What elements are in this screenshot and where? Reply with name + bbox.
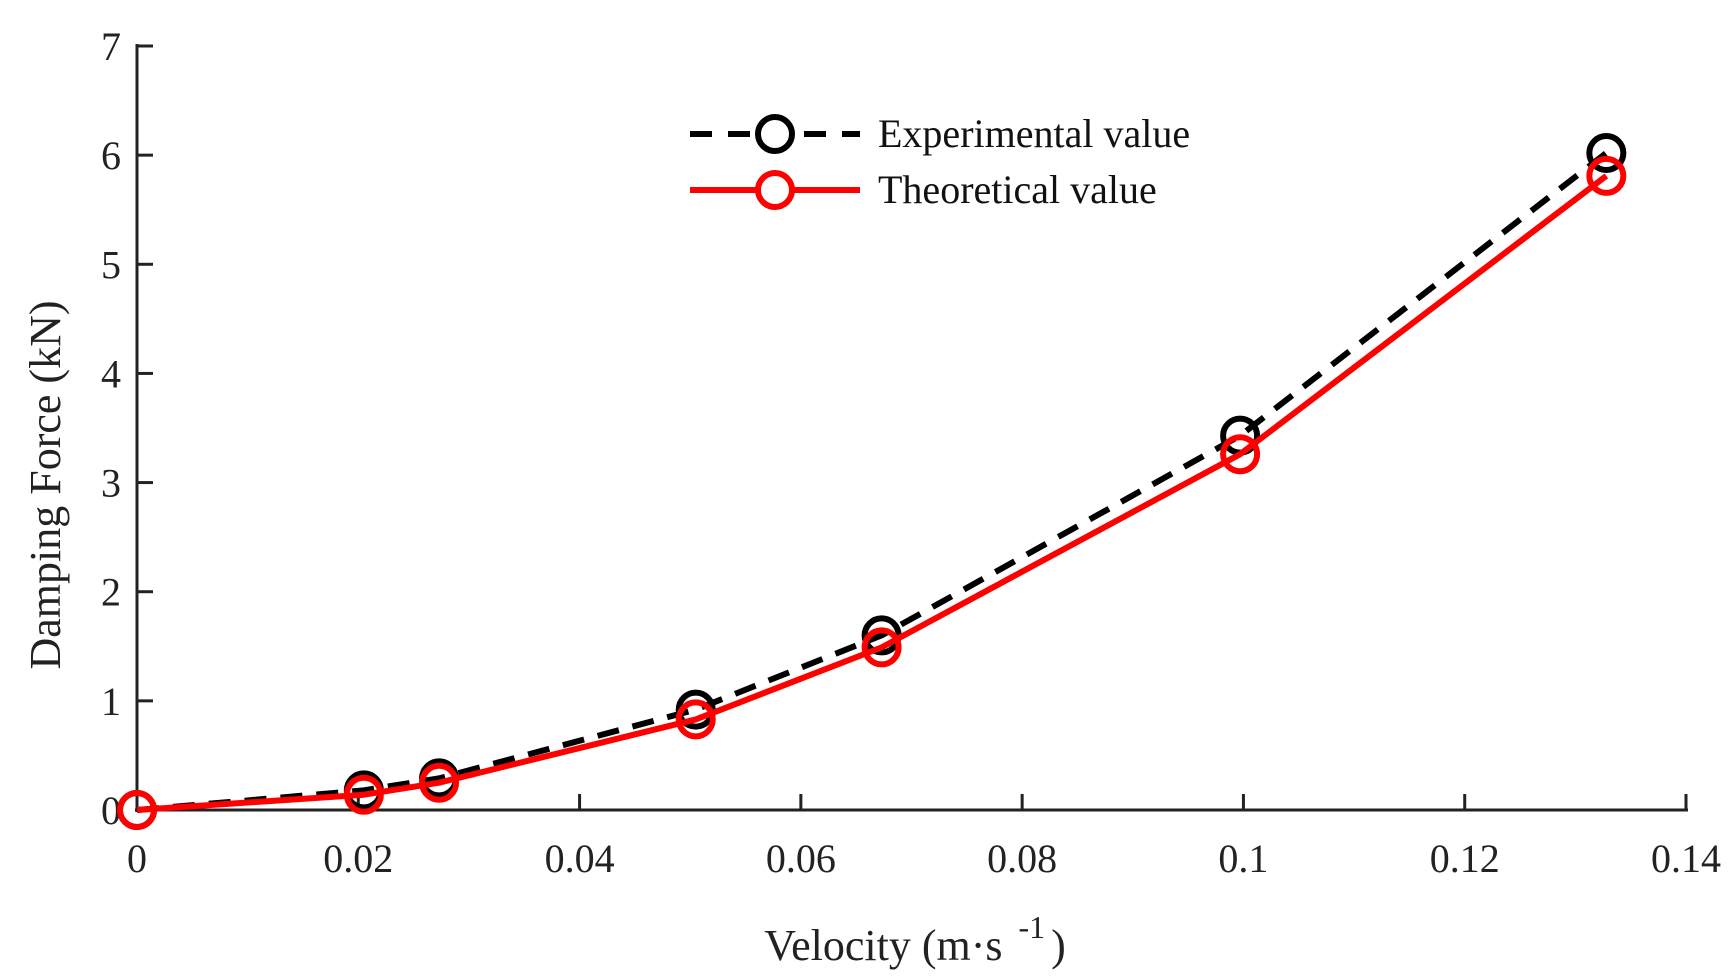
series-1 [117,132,1627,830]
legend-label: Theoretical value [878,167,1157,212]
x-tick-label: 0.08 [987,836,1057,881]
data-point [675,699,716,740]
x-tick-label: 0.12 [1430,836,1500,881]
data-point [1586,132,1627,173]
data-point [861,627,902,668]
legend-label: Experimental value [878,111,1190,156]
x-tick-label: 0.02 [323,836,393,881]
y-tick-label: 3 [101,461,121,506]
data-point [1220,434,1261,475]
x-tick-label: 0.14 [1651,836,1721,881]
series-line [136,173,1609,813]
x-tick-label: 0.1 [1218,836,1268,881]
legend-marker [755,114,795,154]
y-tick-label: 1 [101,679,121,724]
x-tick-label: 0.06 [766,836,836,881]
data-point [117,790,157,830]
x-axis-title-superscript: -1 [1018,909,1045,945]
legend-marker [755,170,795,210]
y-tick-label: 4 [101,351,121,396]
y-tick-label: 5 [101,242,121,287]
series-layer [117,132,1627,830]
axes [135,44,1688,812]
data-point [419,762,460,803]
x-axis-title: Velocity (m·s -1) [764,909,1066,970]
y-tick-label: 2 [101,570,121,615]
series-line [136,150,1609,813]
ticks: 0 0.02 0.04 0.06 0.08 0.1 0.12 0.14 0 1 2 3 4 5 6 7 [101,24,1721,881]
data-point [343,774,384,815]
y-tick-label: 0 [101,788,121,833]
legend: Experimental value Theoretical value [690,111,1190,212]
series-2 [117,155,1627,830]
x-tick-label: 0 [127,836,147,881]
y-tick-label: 7 [101,24,121,69]
y-tick-label: 6 [101,133,121,178]
x-axis-title-close: ) [1051,921,1066,970]
data-point [1586,155,1627,196]
y-axis-title: Damping Force (kN) [21,300,70,669]
x-tick-label: 0.04 [545,836,615,881]
x-axis-title-main: Velocity (m·s [764,921,1002,970]
